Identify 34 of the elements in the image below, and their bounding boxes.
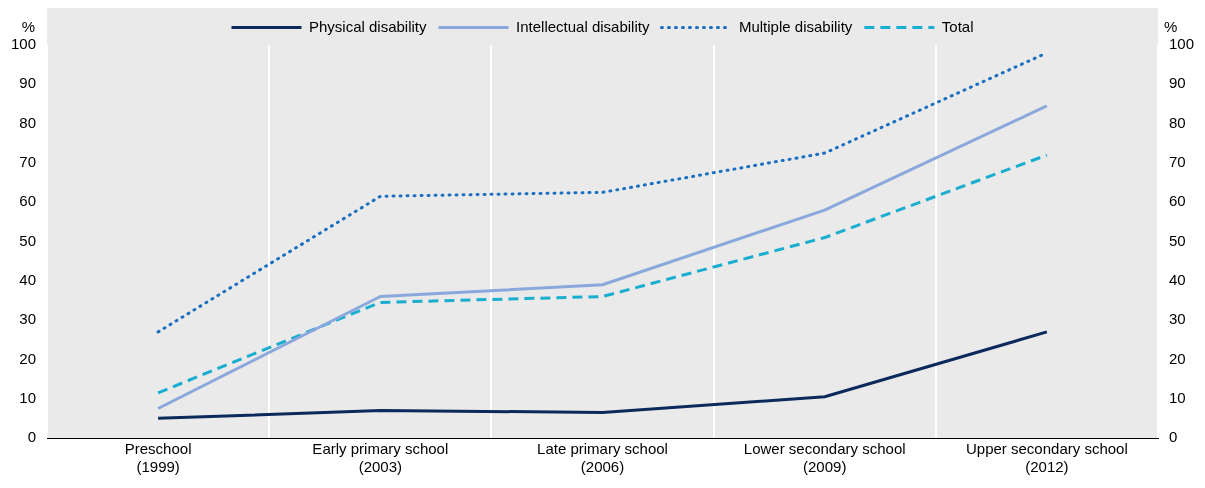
y2-axis-title: % xyxy=(1163,17,1178,35)
y-tick-label: 20 xyxy=(19,349,37,367)
x-tick-label: Upper secondary school (2012) xyxy=(966,440,1128,476)
y-tick-label: 80 xyxy=(19,113,37,131)
legend-label: Multiple disability xyxy=(738,17,853,35)
y-tick-label: 50 xyxy=(19,231,37,249)
y2-tick-label: 20 xyxy=(1168,349,1186,367)
y-tick-label: 40 xyxy=(19,270,37,288)
y2-tick-label: 60 xyxy=(1168,192,1186,210)
line-series xyxy=(156,153,1049,395)
legend-label: Physical disability xyxy=(308,17,428,35)
x-tick-label: Early primary school (2003) xyxy=(312,440,449,476)
y2-tick-label: 0 xyxy=(1168,428,1178,446)
y-tick-label: 60 xyxy=(19,192,37,210)
legend-label: Total xyxy=(941,17,974,35)
legend-label: Intellectual disability xyxy=(516,17,650,35)
y2-tick-label: 10 xyxy=(1168,388,1186,406)
y-tick-label: 90 xyxy=(19,74,37,92)
y-tick-label: 10 xyxy=(19,388,37,406)
y2-tick-label: 40 xyxy=(1168,270,1186,288)
y-tick-label: 100 xyxy=(11,35,37,53)
x-tick-label: Late primary school (2006) xyxy=(537,440,668,476)
y-axis-title: % xyxy=(21,17,36,35)
y2-tick-label: 70 xyxy=(1168,153,1186,171)
y2-tick-label: 90 xyxy=(1168,74,1186,92)
y-tick-label: 0 xyxy=(27,428,37,446)
y2-tick-label: 30 xyxy=(1168,310,1186,328)
y2-tick-label: 80 xyxy=(1168,113,1186,131)
y-tick-label: 30 xyxy=(19,310,37,328)
x-tick-label: Lower secondary school (2009) xyxy=(743,440,906,476)
y2-tick-label: 100 xyxy=(1168,35,1194,53)
y2-tick-label: 50 xyxy=(1168,231,1186,249)
y-tick-label: 70 xyxy=(19,153,37,171)
x-tick-label: Preschool (1999) xyxy=(124,440,192,476)
